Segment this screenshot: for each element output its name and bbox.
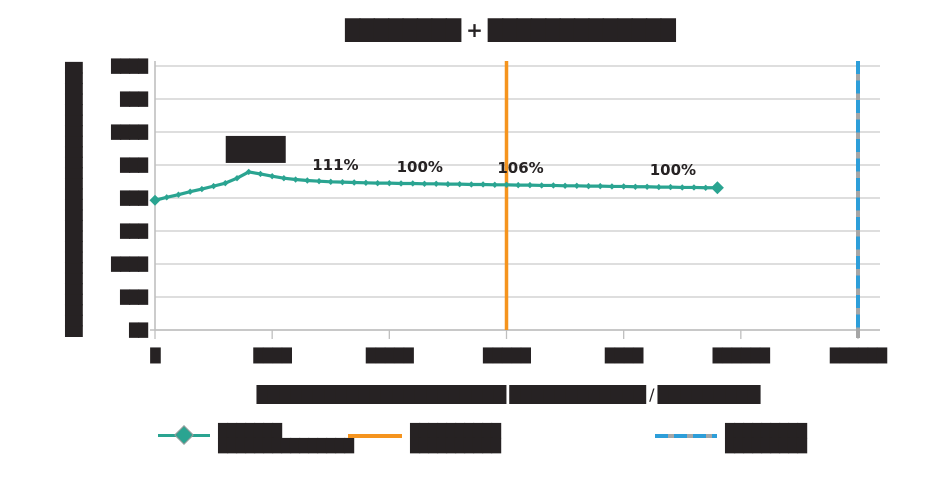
series-marker-diamond: [679, 184, 686, 191]
series-marker-diamond: [491, 181, 498, 188]
series-marker-diamond: [702, 184, 709, 191]
series-marker-diamond: [233, 175, 241, 182]
legend-item-blue-dashed: █████████ █████████: [655, 424, 807, 454]
series-marker-diamond: [245, 168, 252, 176]
series-marker-diamond: [210, 182, 217, 190]
series-marker-diamond: [163, 194, 170, 201]
series-marker-diamond: [222, 179, 229, 187]
series-marker-diamond: [397, 180, 405, 187]
legend-blue-label-line2: █████████: [725, 439, 807, 454]
legend-series-swatch: [158, 425, 210, 445]
series-marker-diamond: [149, 194, 161, 206]
series-marker-diamond: [444, 180, 452, 188]
series-marker-diamond: [175, 191, 182, 198]
series-marker-diamond: [608, 183, 616, 190]
series-marker-diamond: [327, 178, 334, 186]
series-marker-diamond: [362, 179, 370, 187]
legend-orange-label-line2: ██████████: [410, 439, 501, 454]
series-marker-diamond: [503, 181, 510, 188]
series-marker-diamond: [386, 179, 393, 187]
diamond-marker-icon: [174, 425, 194, 445]
legend-series-label-line1: ███████: [218, 424, 282, 439]
series-marker-diamond: [350, 179, 358, 186]
series-marker-diamond: [561, 182, 569, 189]
x-tick-label: █████: [365, 347, 415, 364]
data-label: 111%: [312, 156, 358, 174]
series-marker-diamond: [538, 182, 545, 189]
series-marker-diamond: [433, 180, 440, 188]
series-marker-diamond: [710, 181, 724, 195]
x-tick-label: ████: [604, 347, 644, 364]
series-marker-diamond: [690, 184, 698, 191]
y-tick-label: ███: [119, 223, 149, 240]
legend-series-label: ███████ ███████████████: [218, 424, 354, 454]
series-marker-diamond: [643, 183, 651, 190]
series-marker-diamond: [421, 180, 428, 188]
data-label: 100%: [650, 161, 696, 179]
series-marker-diamond: [632, 183, 639, 190]
blue-dashed-line-swatch: [655, 434, 717, 438]
y-tick-label: ████: [110, 58, 149, 75]
series-marker-diamond: [257, 170, 264, 178]
y-tick-label: ██: [128, 322, 149, 339]
series-marker-diamond: [526, 181, 534, 189]
legend: ███████ ███████████████ ██████████ █████…: [0, 424, 940, 478]
plot-area: ██████████████████████████████ ████ █████ █…: [110, 58, 889, 365]
series-marker-diamond: [186, 188, 194, 195]
x-axis-title: ██████████████████████ ████████████ / ██…: [256, 385, 761, 404]
series-marker-diamond: [374, 179, 381, 187]
series-marker-diamond: [409, 180, 416, 187]
series-marker-diamond: [339, 178, 346, 186]
y-tick-label: ███: [119, 190, 149, 207]
legend-series-label-line2: ███████████████: [218, 439, 354, 454]
series-marker-diamond: [456, 180, 463, 188]
series-marker-diamond: [292, 176, 299, 183]
legend-orange-label: ██████████ ██████████: [410, 424, 501, 454]
legend-blue-label: █████████ █████████: [725, 424, 807, 454]
x-tick-label: ████: [252, 347, 292, 364]
x-tick-label: █████: [482, 347, 532, 364]
data-label-blob: [225, 135, 286, 163]
x-tick-label: █: [149, 347, 161, 364]
series-marker-diamond: [304, 177, 311, 184]
y-tick-label: ████: [110, 256, 149, 273]
y-tick-label: ███: [119, 91, 149, 108]
series-marker-diamond: [667, 183, 674, 191]
data-label: 106%: [497, 159, 543, 177]
series-marker-diamond: [198, 185, 206, 193]
series-marker-diamond: [515, 181, 522, 189]
series-marker-diamond: [280, 175, 288, 182]
series-marker-diamond: [268, 173, 276, 180]
y-tick-label: ███: [119, 289, 149, 306]
series-marker-diamond: [597, 182, 604, 190]
x-tick-label: ██████: [829, 347, 888, 364]
legend-orange-swatch: [348, 434, 402, 438]
series-marker-diamond: [585, 182, 592, 190]
x-tick-label: ██████: [712, 347, 771, 364]
legend-item-orange-line: ██████████ ██████████: [348, 424, 501, 454]
series-marker-diamond: [315, 177, 323, 185]
legend-blue-swatch: [655, 434, 717, 438]
series-marker-diamond: [479, 181, 487, 188]
series-marker-diamond: [468, 181, 475, 188]
legend-blue-label-line1: █████████: [725, 424, 807, 439]
y-tick-label: ███: [119, 157, 149, 174]
data-label: 100%: [397, 158, 443, 176]
legend-orange-label-line1: ██████████: [410, 424, 501, 439]
y-tick-label: ████: [110, 124, 149, 141]
series-marker-diamond: [620, 183, 627, 190]
legend-item-series: ███████ ███████████████: [158, 424, 354, 454]
series-marker-diamond: [550, 182, 557, 189]
series-marker-diamond: [573, 182, 580, 189]
orange-line-swatch: [348, 434, 402, 438]
series-marker-diamond: [655, 183, 663, 191]
chart-title: ████████ + █████████████: [345, 18, 676, 42]
